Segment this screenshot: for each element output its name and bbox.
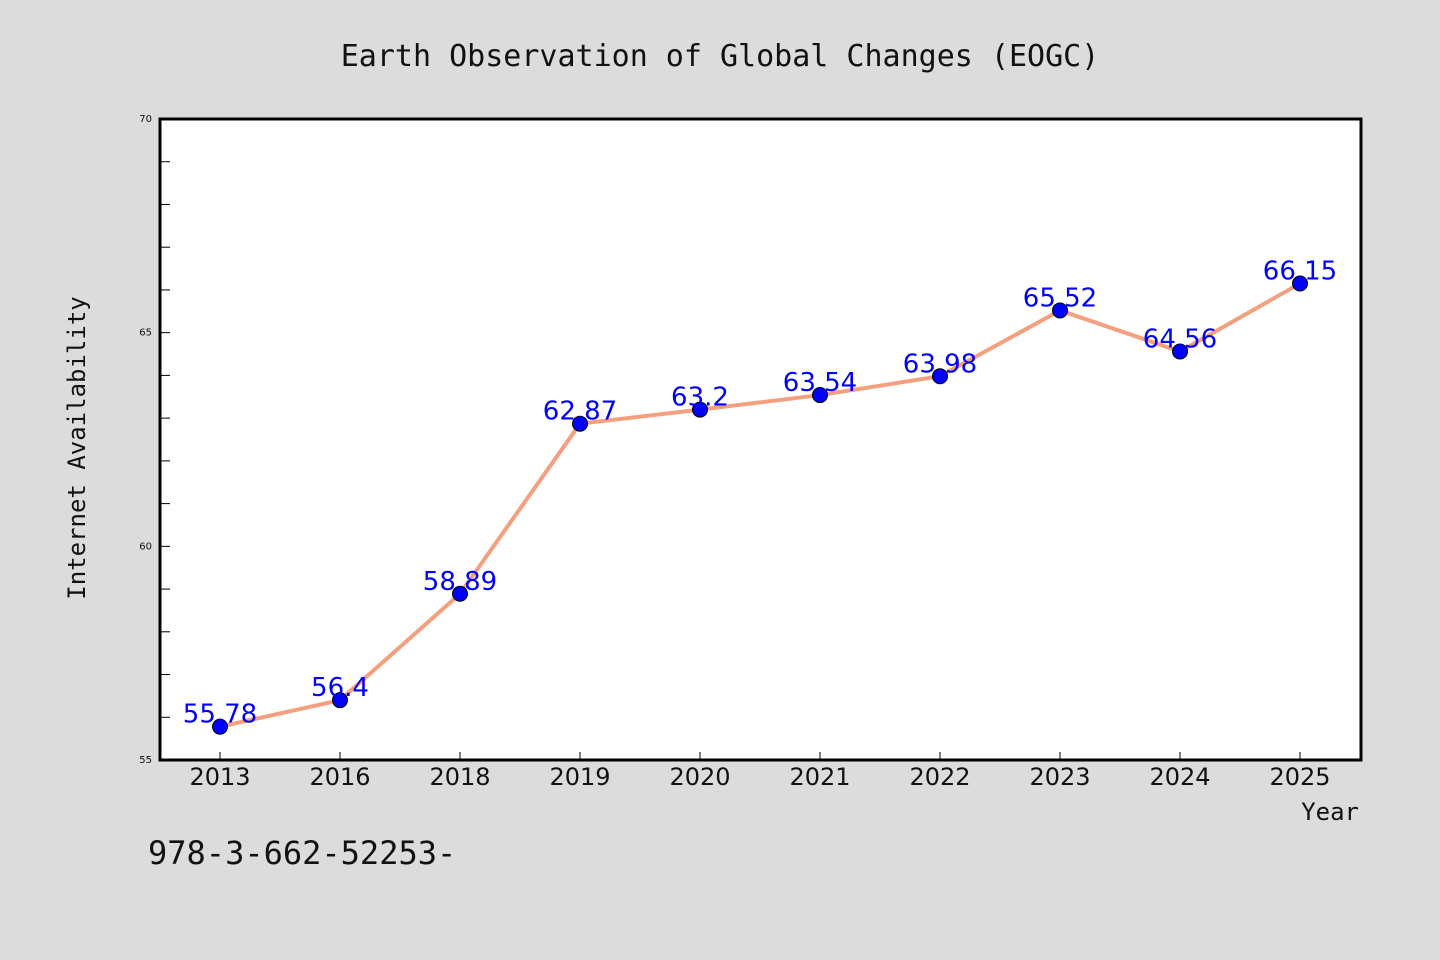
data-point bbox=[332, 692, 348, 709]
y-axis: 55 60 65 70 bbox=[139, 114, 170, 766]
y-tick-label: 70 bbox=[139, 114, 152, 125]
series-line bbox=[218, 281, 1302, 729]
data-point bbox=[692, 401, 708, 418]
data-label: 58.89 bbox=[423, 567, 497, 597]
y-axis-label: Internet Availability bbox=[63, 296, 91, 599]
series-layer bbox=[212, 275, 1308, 735]
y-tick-label: 65 bbox=[139, 328, 152, 339]
data-point bbox=[1052, 302, 1068, 319]
data-point bbox=[452, 585, 468, 602]
y-tick-label: 60 bbox=[139, 541, 152, 552]
data-label: 55.78 bbox=[183, 700, 257, 730]
y-tick-label: 55 bbox=[139, 755, 152, 766]
x-tick-label: 2018 bbox=[429, 763, 490, 791]
footer-text: 978-3-662-52253- bbox=[148, 834, 456, 872]
data-point bbox=[572, 415, 588, 432]
x-tick-label: 2021 bbox=[789, 763, 850, 791]
data-labels-layer: 55.78 56.4 58.89 62.87 63.2 63.54 63.98 65.52 64… bbox=[183, 257, 1337, 730]
data-label: 56.4 bbox=[311, 673, 369, 703]
data-label: 63.2 bbox=[671, 383, 729, 413]
x-tick-label: 2016 bbox=[309, 763, 370, 791]
x-tick-label: 2024 bbox=[1149, 763, 1210, 791]
data-label: 66.15 bbox=[1263, 257, 1337, 287]
x-tick-label: 2023 bbox=[1029, 763, 1090, 791]
data-label: 63.54 bbox=[783, 368, 857, 398]
x-axis: 2013 2016 2018 2019 2020 2021 2022 2023 2024 2025 bbox=[189, 752, 1331, 791]
x-tick-label: 2019 bbox=[549, 763, 610, 791]
x-tick-label: 2022 bbox=[909, 763, 970, 791]
data-label: 63.98 bbox=[903, 349, 977, 379]
data-point bbox=[1292, 275, 1308, 292]
x-tick-label: 2020 bbox=[669, 763, 730, 791]
x-tick-label: 2013 bbox=[189, 763, 250, 791]
x-axis-label: Year bbox=[1301, 798, 1359, 826]
data-point bbox=[812, 387, 828, 404]
data-label: 62.87 bbox=[543, 397, 617, 427]
x-tick-label: 2025 bbox=[1269, 763, 1330, 791]
data-label: 64.56 bbox=[1143, 324, 1217, 354]
plot-area bbox=[158, 117, 1363, 762]
chart-title: Earth Observation of Global Changes (EOG… bbox=[341, 39, 1100, 74]
data-label: 65.52 bbox=[1023, 283, 1097, 313]
data-point bbox=[1172, 343, 1188, 360]
data-point bbox=[932, 368, 948, 385]
data-point bbox=[212, 718, 228, 735]
